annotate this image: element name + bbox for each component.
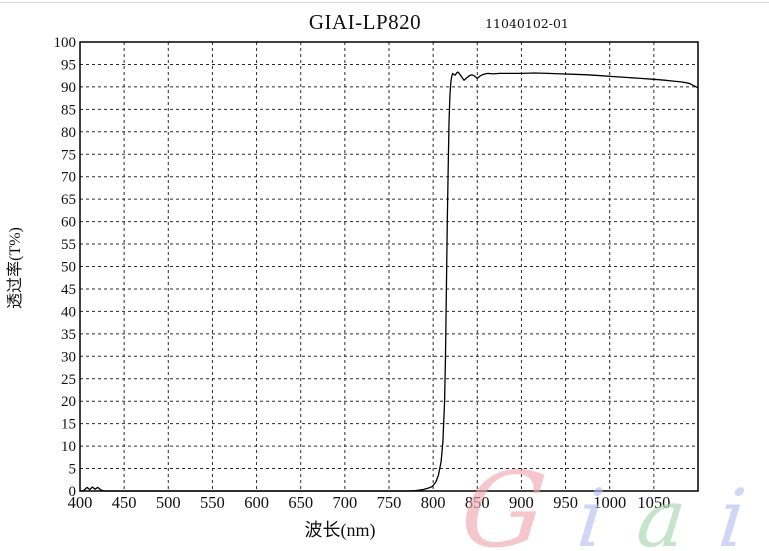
y-tick-label: 25 <box>61 372 76 388</box>
x-tick-label: 900 <box>509 493 534 512</box>
x-tick-label: 1050 <box>637 493 670 512</box>
y-tick-label: 50 <box>61 260 76 276</box>
y-tick-label: 30 <box>61 349 76 365</box>
x-tick-label: 850 <box>465 493 490 512</box>
x-tick-label: 800 <box>421 493 446 512</box>
y-tick-label: 55 <box>61 237 76 253</box>
y-tick-label: 35 <box>61 327 76 343</box>
grid-lines <box>80 42 698 491</box>
x-tick-label: 400 <box>68 493 93 512</box>
x-tick-label: 750 <box>377 493 402 512</box>
y-tick-label: 10 <box>61 439 76 455</box>
y-tick-label: 75 <box>61 147 76 163</box>
y-tick-label: 80 <box>61 125 76 141</box>
x-tick-label: 500 <box>156 493 181 512</box>
chart-title: GIAI-LP820 <box>309 10 421 34</box>
y-tick-label: 0 <box>69 484 77 500</box>
x-tick-label: 600 <box>244 493 269 512</box>
y-axis-label: 透过率(T%) <box>6 227 24 309</box>
x-tick-label: 650 <box>288 493 313 512</box>
x-tick-label: 950 <box>553 493 578 512</box>
transmission-curve <box>79 71 699 492</box>
y-tick-label: 85 <box>61 102 76 118</box>
x-tick-label: 1000 <box>593 493 626 512</box>
y-tick-label: 40 <box>61 304 76 320</box>
y-tick-label: 70 <box>61 170 76 186</box>
y-tick-label: 65 <box>61 192 76 208</box>
y-tick-label: 20 <box>61 394 76 410</box>
x-tick-label: 450 <box>112 493 137 512</box>
y-tick-label: 95 <box>61 57 76 73</box>
axis-tick-labels: 400 450 500 550 600 650 700 750 800 850 900 950 1000… <box>54 35 671 512</box>
y-tick-label: 15 <box>61 417 76 433</box>
x-axis-label: 波长(nm) <box>305 520 376 541</box>
y-tick-label: 60 <box>61 215 76 231</box>
top-hairline <box>0 2 769 3</box>
y-tick-label: 45 <box>61 282 76 298</box>
x-tick-label: 700 <box>332 493 357 512</box>
y-tick-label: 5 <box>69 462 77 478</box>
y-tick-label: 90 <box>61 80 76 96</box>
y-tick-label: 100 <box>54 35 77 51</box>
x-tick-label: 550 <box>200 493 225 512</box>
chart-code-label: 11040102-01 <box>485 16 569 31</box>
